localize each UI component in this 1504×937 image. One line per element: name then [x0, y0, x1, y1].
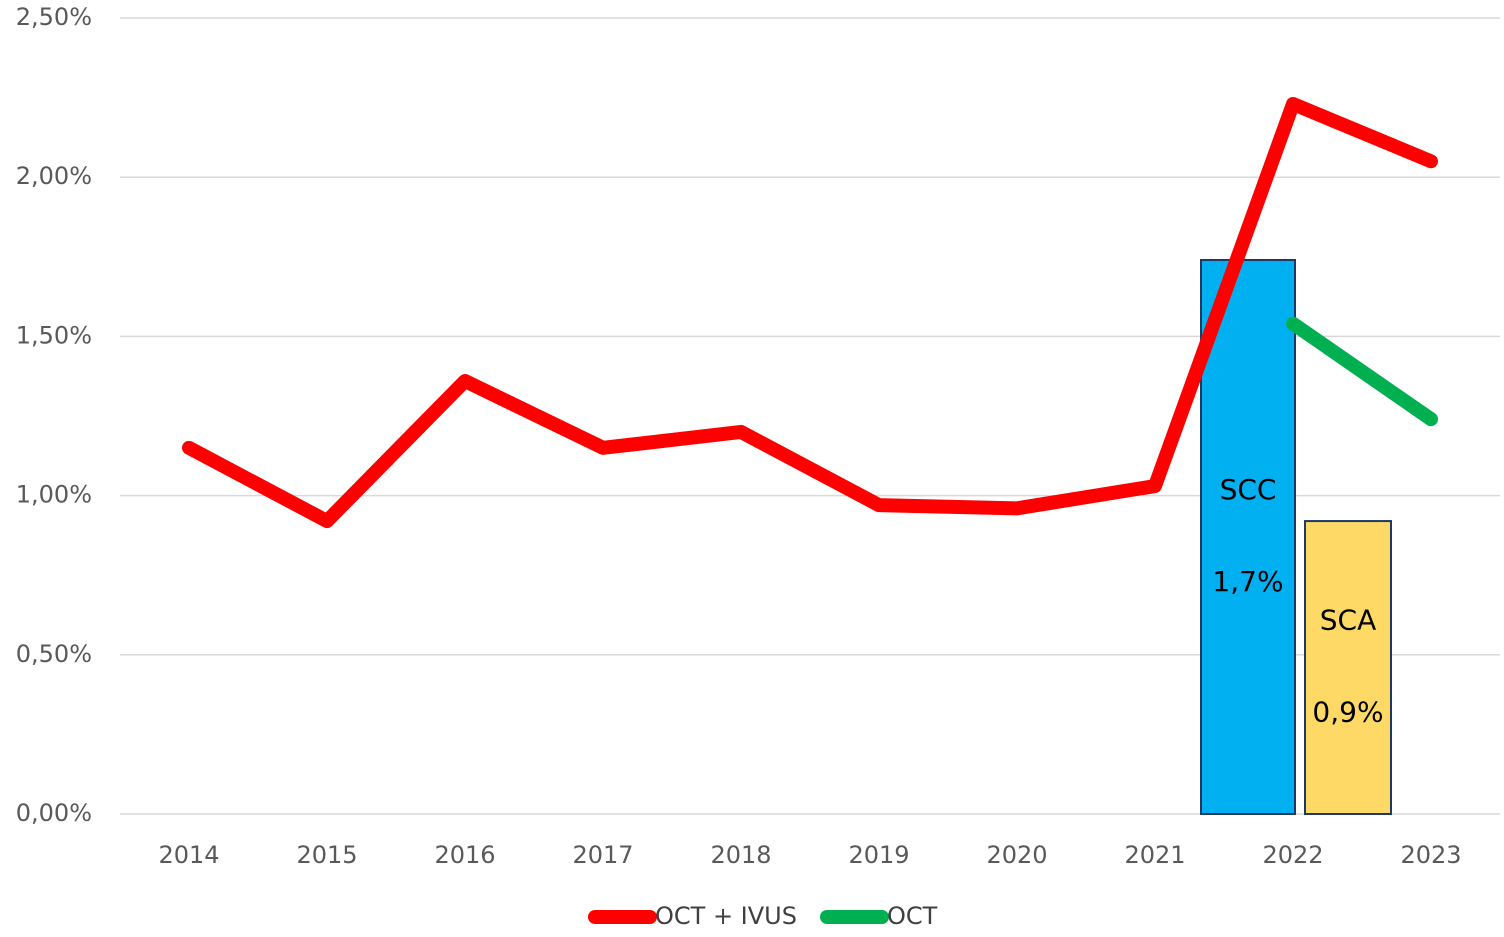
- y-tick-label: 0,00%: [16, 799, 92, 827]
- y-tick-label: 1,50%: [16, 321, 92, 349]
- y-tick-label: 2,00%: [16, 162, 92, 190]
- y-tick-label: 2,50%: [16, 3, 92, 31]
- bar: [1200, 258, 1296, 815]
- bar-value-label: 0,9%: [1312, 696, 1383, 729]
- bar-name: SCA: [1320, 604, 1376, 637]
- x-tick-label: 2015: [296, 841, 357, 869]
- x-tick-label: 2023: [1400, 841, 1461, 869]
- x-tick-label: 2020: [986, 841, 1047, 869]
- x-tick-label: 2014: [158, 841, 219, 869]
- line-series: [1286, 316, 1438, 427]
- bar: [1304, 520, 1392, 816]
- x-tick-label: 2022: [1262, 841, 1323, 869]
- x-tick-label: 2018: [710, 841, 771, 869]
- line-series: [182, 96, 1438, 529]
- x-tick-label: 2019: [848, 841, 909, 869]
- y-tick-label: 1,00%: [16, 481, 92, 509]
- x-tick-label: 2021: [1124, 841, 1185, 869]
- legend-label: OCT: [887, 902, 938, 930]
- bar-name: SCC: [1220, 473, 1277, 506]
- x-tick-label: 2016: [434, 841, 495, 869]
- bar-value-label: 1,7%: [1212, 565, 1283, 598]
- y-tick-label: 0,50%: [16, 640, 92, 668]
- legend-label: OCT + IVUS: [655, 902, 797, 930]
- x-tick-label: 2017: [572, 841, 633, 869]
